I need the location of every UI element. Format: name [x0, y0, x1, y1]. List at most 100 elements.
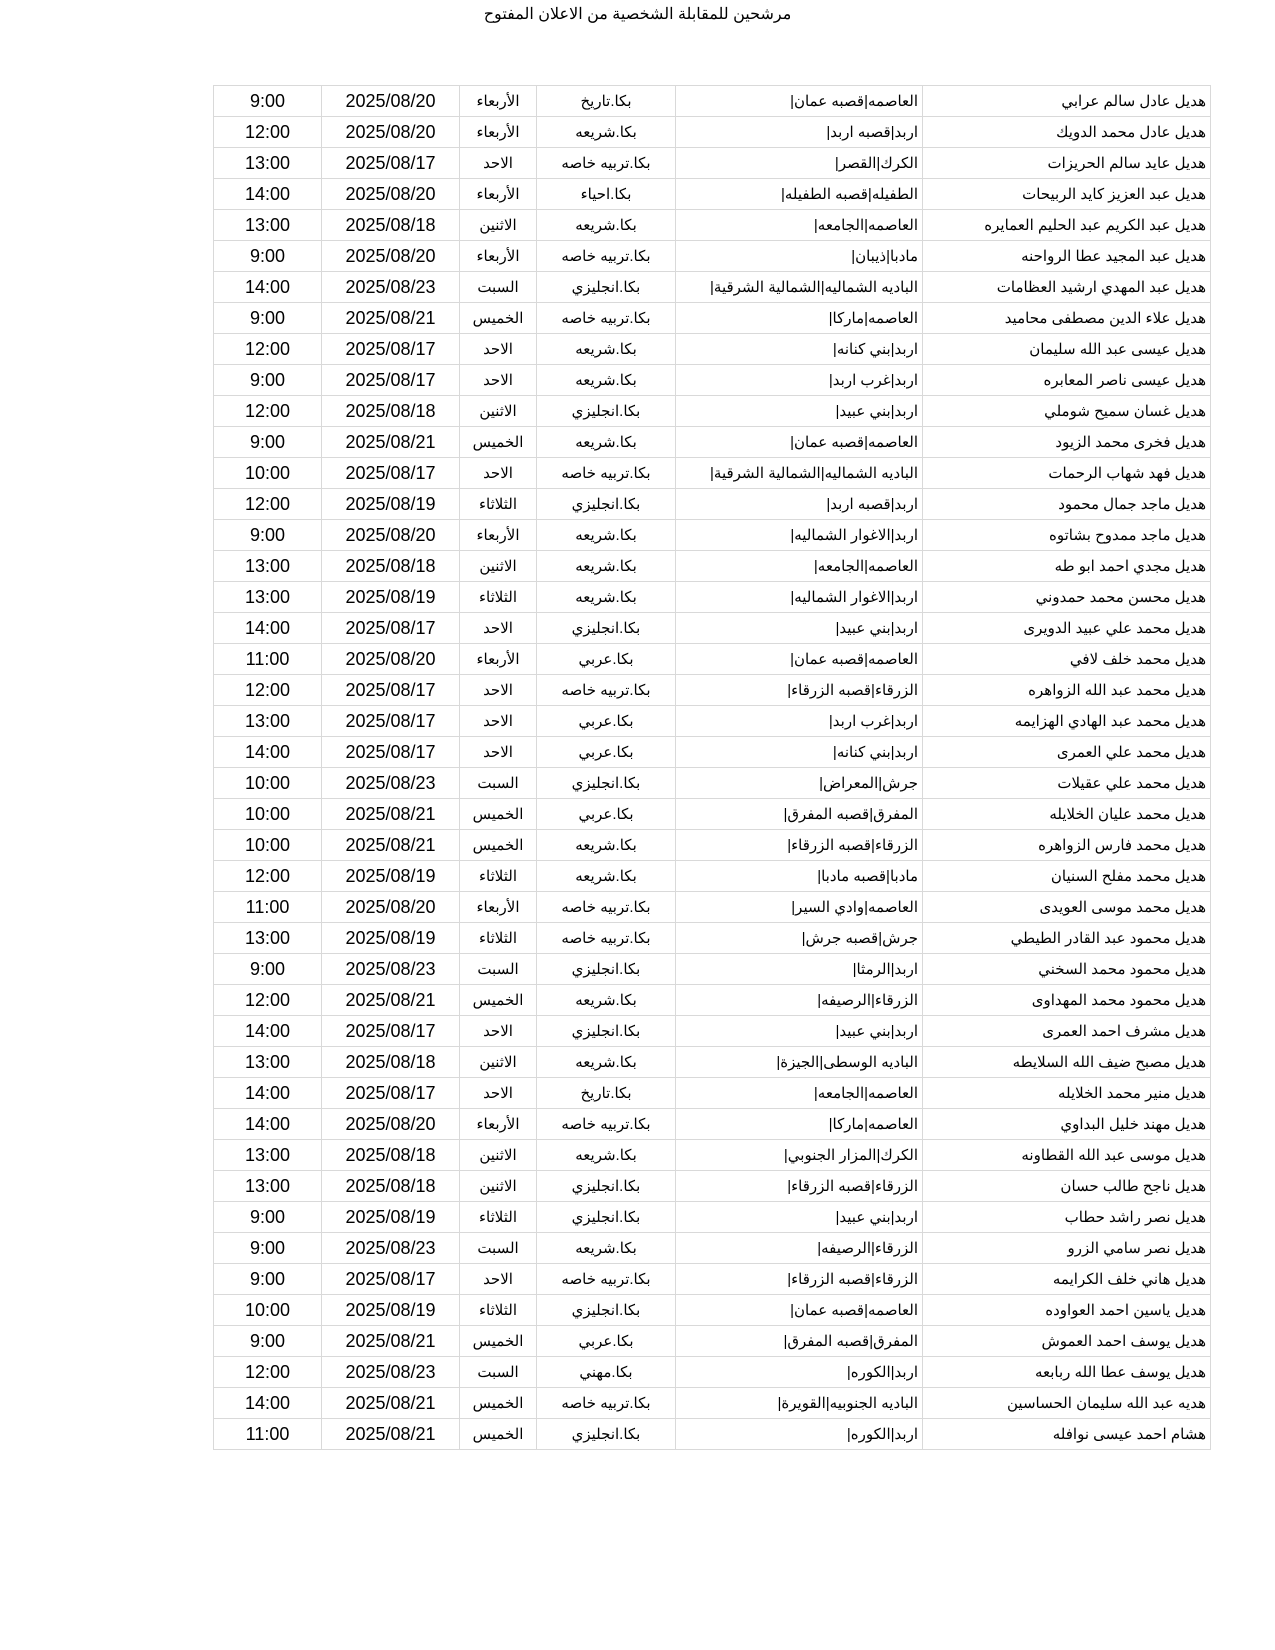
date-cell: 2025/08/18 [321, 550, 460, 582]
table-row: هديل عادل سالم عرابي العاصمه|قصبه عمان| بك… [213, 85, 1211, 117]
time-cell: 9:00 [213, 240, 322, 272]
day-cell: الخميس [459, 426, 537, 458]
day-cell: السبت [459, 1356, 537, 1388]
candidate-name-cell: هديل يوسف عطا الله ربابعه [922, 1356, 1211, 1388]
table-row: هديل عبد الكريم عبد الحليم العمايره العاص… [213, 209, 1211, 241]
candidate-name-cell: هديل فخرى محمد الزيود [922, 426, 1211, 458]
location-cell: العاصمه|الجامعه| [675, 1077, 923, 1109]
major-cell: بكا.تربيه خاصه [536, 147, 676, 179]
major-cell: بكا.تربيه خاصه [536, 1108, 676, 1140]
time-cell: 10:00 [213, 798, 322, 830]
date-cell: 2025/08/19 [321, 488, 460, 520]
date-cell: 2025/08/23 [321, 953, 460, 985]
day-cell: الأربعاء [459, 891, 537, 923]
major-cell: بكا.عربي [536, 705, 676, 737]
location-cell: العاصمه|الجامعه| [675, 550, 923, 582]
time-cell: 12:00 [213, 984, 322, 1016]
candidate-name-cell: هديل علاء الدين مصطفى محاميد [922, 302, 1211, 334]
table-row: هديل محمد علي عقيلات جرش|المعراض| بكا.انجل… [213, 767, 1211, 799]
time-cell: 12:00 [213, 116, 322, 148]
date-cell: 2025/08/23 [321, 271, 460, 303]
table-row: هديل محسن محمد حمدوني اربد|الاغوار الشمال… [213, 581, 1211, 613]
date-cell: 2025/08/20 [321, 519, 460, 551]
major-cell: بكا.شريعه [536, 1046, 676, 1078]
candidate-name-cell: هديل نصر سامي الزرو [922, 1232, 1211, 1264]
time-cell: 13:00 [213, 550, 322, 582]
location-cell: الزرقاء|قصبه الزرقاء| [675, 829, 923, 861]
location-cell: العاصمه|الجامعه| [675, 209, 923, 241]
table-row: هشام احمد عيسى نوافله اربد|الكوره| بكا.انج… [213, 1418, 1211, 1450]
day-cell: الاثنين [459, 1170, 537, 1202]
candidate-name-cell: هديل ناجح طالب حسان [922, 1170, 1211, 1202]
day-cell: الأربعاء [459, 240, 537, 272]
location-cell: الطفيله|قصبه الطفيله| [675, 178, 923, 210]
candidate-name-cell: هديل عايد سالم الحريزات [922, 147, 1211, 179]
day-cell: الاحد [459, 1263, 537, 1295]
date-cell: 2025/08/21 [321, 984, 460, 1016]
date-cell: 2025/08/20 [321, 1108, 460, 1140]
major-cell: بكا.احياء [536, 178, 676, 210]
major-cell: بكا.شريعه [536, 519, 676, 551]
table-row: هديل عادل محمد الدويك اربد|قصبه اربد| بكا.… [213, 116, 1211, 148]
candidate-name-cell: هديل محمد مفلح السنيان [922, 860, 1211, 892]
location-cell: اربد|غرب اربد| [675, 364, 923, 396]
candidate-name-cell: هديه عبد الله سليمان الحساسين [922, 1387, 1211, 1419]
day-cell: الثلاثاء [459, 1201, 537, 1233]
date-cell: 2025/08/18 [321, 1046, 460, 1078]
time-cell: 9:00 [213, 1232, 322, 1264]
major-cell: بكا.شريعه [536, 426, 676, 458]
time-cell: 13:00 [213, 1170, 322, 1202]
candidate-name-cell: هديل محمد عبد الهادي الهزايمه [922, 705, 1211, 737]
candidate-name-cell: هديل محمد فارس الزواهره [922, 829, 1211, 861]
time-cell: 11:00 [213, 891, 322, 923]
candidate-name-cell: هديل محمد علي العمرى [922, 736, 1211, 768]
candidate-name-cell: هديل مجدي احمد ابو طه [922, 550, 1211, 582]
major-cell: بكا.شريعه [536, 1232, 676, 1264]
table-row: هديل غسان سميح شوملي اربد|بني عبيد| بكا.ان… [213, 395, 1211, 427]
date-cell: 2025/08/21 [321, 426, 460, 458]
major-cell: بكا.شريعه [536, 209, 676, 241]
candidate-name-cell: هديل عبد الكريم عبد الحليم العمايره [922, 209, 1211, 241]
table-row: هديل محمد علي العمرى اربد|بني كنانه| بكا.ع… [213, 736, 1211, 768]
major-cell: بكا.شريعه [536, 1139, 676, 1171]
major-cell: بكا.شريعه [536, 984, 676, 1016]
location-cell: العاصمه|وادي السير| [675, 891, 923, 923]
day-cell: الثلاثاء [459, 922, 537, 954]
time-cell: 14:00 [213, 1387, 322, 1419]
location-cell: العاصمه|قصبه عمان| [675, 85, 923, 117]
major-cell: بكا.شريعه [536, 550, 676, 582]
major-cell: بكا.انجليزي [536, 271, 676, 303]
table-row: هديل ماجد جمال محمود اربد|قصبه اربد| بكا.ا… [213, 488, 1211, 520]
candidate-name-cell: هديل مهند خليل البداوي [922, 1108, 1211, 1140]
location-cell: مادبا|ذيبان| [675, 240, 923, 272]
candidate-name-cell: هديل محمد علي عبيد الدويرى [922, 612, 1211, 644]
time-cell: 9:00 [213, 1263, 322, 1295]
date-cell: 2025/08/21 [321, 798, 460, 830]
day-cell: الأربعاء [459, 116, 537, 148]
day-cell: الخميس [459, 1325, 537, 1357]
candidate-name-cell: هديل غسان سميح شوملي [922, 395, 1211, 427]
time-cell: 10:00 [213, 457, 322, 489]
major-cell: بكا.انجليزي [536, 1015, 676, 1047]
candidate-name-cell: هديل ماجد جمال محمود [922, 488, 1211, 520]
table-row: هديل عبد المهدي ارشيد العظامات الباديه ال… [213, 271, 1211, 303]
location-cell: الباديه الشماليه|الشمالية الشرقية| [675, 457, 923, 489]
date-cell: 2025/08/20 [321, 116, 460, 148]
time-cell: 12:00 [213, 674, 322, 706]
candidate-name-cell: هديل ماجد ممدوح بشاتوه [922, 519, 1211, 551]
location-cell: الزرقاء|قصبه الزرقاء| [675, 1263, 923, 1295]
date-cell: 2025/08/19 [321, 860, 460, 892]
major-cell: بكا.تربيه خاصه [536, 302, 676, 334]
major-cell: بكا.شريعه [536, 116, 676, 148]
date-cell: 2025/08/20 [321, 643, 460, 675]
date-cell: 2025/08/17 [321, 736, 460, 768]
candidate-name-cell: هديل محمد خلف لافي [922, 643, 1211, 675]
table-row: هديل محمد فارس الزواهره الزرقاء|قصبه الزر… [213, 829, 1211, 861]
candidate-name-cell: هديل موسى عبد الله القطاونه [922, 1139, 1211, 1171]
major-cell: بكا.عربي [536, 736, 676, 768]
candidate-name-cell: هديل نصر راشد حطاب [922, 1201, 1211, 1233]
day-cell: الأربعاء [459, 1108, 537, 1140]
date-cell: 2025/08/17 [321, 364, 460, 396]
major-cell: بكا.مهني [536, 1356, 676, 1388]
date-cell: 2025/08/18 [321, 209, 460, 241]
